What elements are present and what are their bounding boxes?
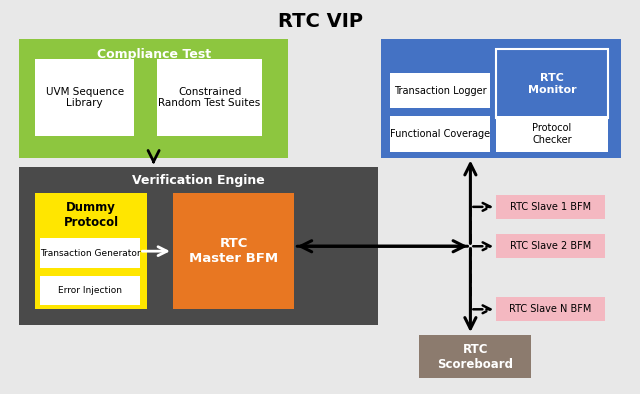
Text: Protocol
Checker: Protocol Checker xyxy=(532,123,572,145)
Bar xyxy=(496,116,608,152)
Text: Dummy
Protocol: Dummy Protocol xyxy=(63,201,119,229)
Bar xyxy=(19,39,288,158)
Bar xyxy=(496,195,605,219)
Text: Constrained
Random Test Suites: Constrained Random Test Suites xyxy=(159,87,260,108)
Text: RTC Slave 2 BFM: RTC Slave 2 BFM xyxy=(510,241,591,251)
Bar xyxy=(390,73,490,108)
Bar xyxy=(496,49,608,118)
Bar xyxy=(40,238,140,268)
Text: Compliance Test: Compliance Test xyxy=(97,48,211,61)
Text: Verification Engine: Verification Engine xyxy=(132,174,265,186)
Bar xyxy=(40,276,140,305)
Bar xyxy=(35,59,134,136)
Text: RTC
Monitor: RTC Monitor xyxy=(528,73,576,95)
Text: RTC Slave N BFM: RTC Slave N BFM xyxy=(509,304,591,314)
Text: RTC Slave 1 BFM: RTC Slave 1 BFM xyxy=(510,202,591,212)
Bar xyxy=(173,193,294,309)
Bar xyxy=(496,234,605,258)
Text: Transaction Generator: Transaction Generator xyxy=(40,249,140,258)
Text: RTC
Master BFM: RTC Master BFM xyxy=(189,237,278,265)
Text: Functional Coverage: Functional Coverage xyxy=(390,129,490,139)
Bar xyxy=(19,167,378,325)
Text: Transaction Logger: Transaction Logger xyxy=(394,85,486,96)
Bar xyxy=(419,335,531,378)
Bar xyxy=(35,193,147,309)
Text: RTC VIP: RTC VIP xyxy=(278,12,362,31)
Bar xyxy=(496,297,605,321)
Bar xyxy=(381,39,621,158)
Bar xyxy=(157,59,262,136)
Text: RTC
Scoreboard: RTC Scoreboard xyxy=(437,342,513,371)
Bar xyxy=(390,116,490,152)
Text: Error Injection: Error Injection xyxy=(58,286,122,295)
Text: UVM Sequence
Library: UVM Sequence Library xyxy=(45,87,124,108)
